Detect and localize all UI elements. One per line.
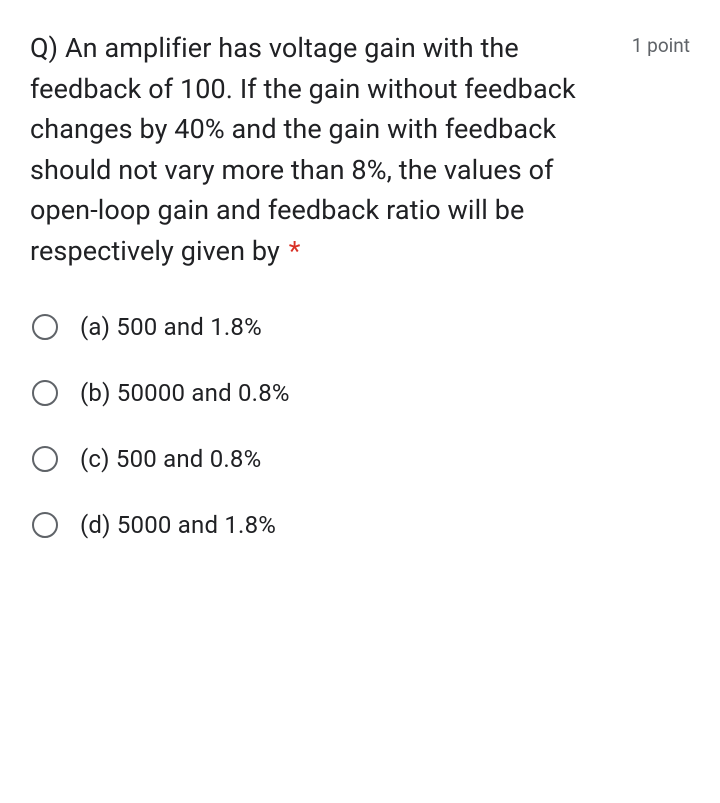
radio-icon (32, 512, 58, 538)
radio-icon (32, 446, 58, 472)
question-body: Q) An amplifier has voltage gain with th… (30, 32, 576, 267)
radio-icon (32, 380, 58, 406)
option-b[interactable]: (b) 50000 and 0.8% (32, 379, 690, 407)
radio-icon (32, 314, 58, 340)
option-c[interactable]: (c) 500 and 0.8% (32, 445, 690, 473)
question-header: Q) An amplifier has voltage gain with th… (30, 28, 690, 271)
option-label: (c) 500 and 0.8% (80, 445, 261, 473)
required-marker: * (289, 235, 301, 267)
points-label: 1 point (632, 28, 690, 57)
option-d[interactable]: (d) 5000 and 1.8% (32, 511, 690, 539)
option-label: (d) 5000 and 1.8% (80, 511, 276, 539)
options-group: (a) 500 and 1.8% (b) 50000 and 0.8% (c) … (30, 313, 690, 539)
option-label: (a) 500 and 1.8% (80, 313, 262, 341)
question-text: Q) An amplifier has voltage gain with th… (30, 28, 616, 271)
option-a[interactable]: (a) 500 and 1.8% (32, 313, 690, 341)
option-label: (b) 50000 and 0.8% (80, 379, 290, 407)
